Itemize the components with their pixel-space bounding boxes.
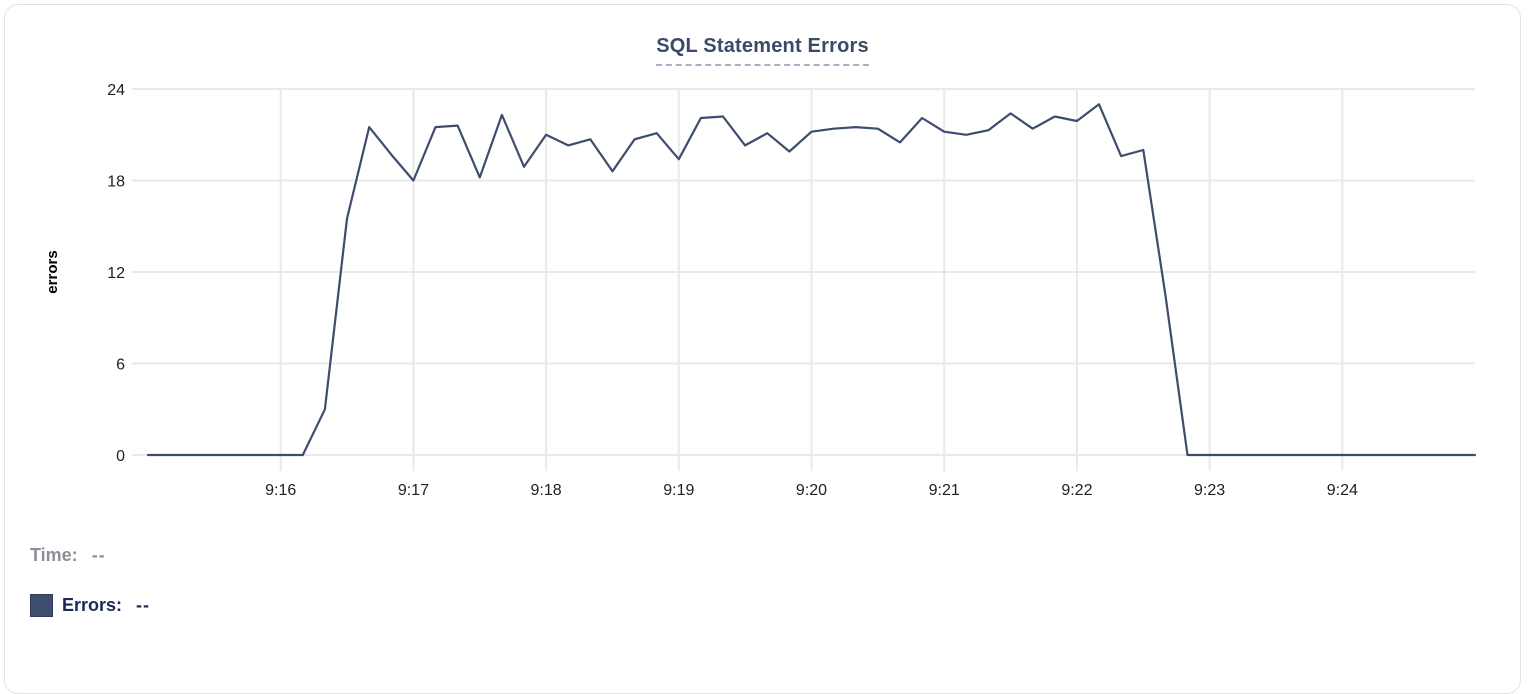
legend-errors-label: Errors:	[62, 594, 123, 615]
legend-time-row: Time: --	[30, 542, 150, 568]
chart-card: SQL Statement Errors 0 6 12 18 24 9:16 9:17 9:1…	[4, 4, 1521, 694]
x-tick-label: 9:23	[1194, 482, 1225, 499]
x-tick-label: 9:21	[929, 482, 960, 499]
legend-time-label: Time:	[30, 544, 78, 565]
errors-series-swatch	[30, 593, 53, 617]
x-tick-label: 9:24	[1327, 482, 1358, 499]
x-tick-label: 9:19	[663, 482, 694, 499]
chart-legend: Time: -- Errors: --	[30, 542, 150, 618]
x-tick-label: 9:16	[265, 482, 296, 499]
errors-series-line	[146, 103, 1477, 457]
legend-errors-value: --	[136, 594, 151, 615]
y-tick-label: 6	[116, 357, 125, 374]
errors-line-chart[interactable]: 0 6 12 18 24 9:16 9:17 9:18 9:19 9:20 9:21 9:22 9:23…	[5, 5, 1528, 510]
y-tick-label: 0	[116, 448, 125, 465]
chart-header: SQL Statement Errors	[5, 35, 1520, 66]
legend-errors-row[interactable]: Errors: --	[30, 592, 150, 618]
y-tick-label: 24	[107, 82, 125, 99]
legend-time-value: --	[91, 544, 106, 565]
x-tick-label: 9:18	[531, 482, 562, 499]
y-axis-title: errors	[44, 250, 61, 293]
x-tick-label: 9:17	[398, 482, 429, 499]
y-tick-label: 18	[107, 174, 125, 191]
x-tick-label: 9:20	[796, 482, 827, 499]
y-tick-label: 12	[107, 265, 125, 282]
x-tick-label: 9:22	[1061, 482, 1092, 499]
chart-title[interactable]: SQL Statement Errors	[656, 35, 869, 66]
